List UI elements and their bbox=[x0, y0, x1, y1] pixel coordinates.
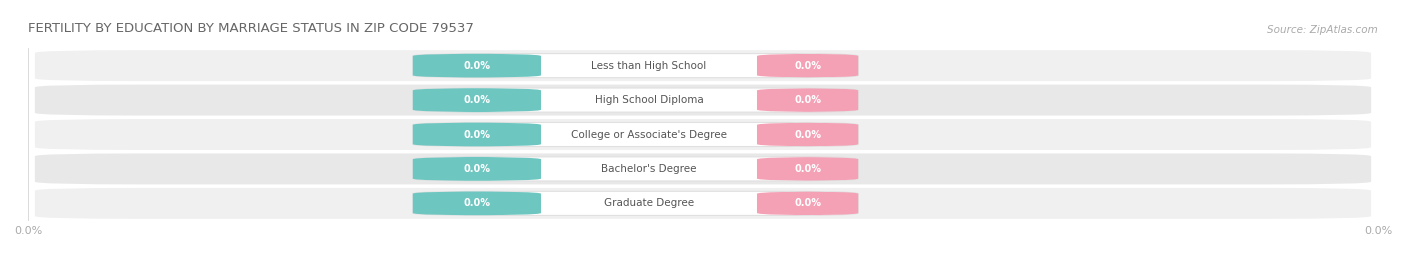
Text: Bachelor's Degree: Bachelor's Degree bbox=[602, 164, 697, 174]
FancyBboxPatch shape bbox=[756, 88, 858, 112]
FancyBboxPatch shape bbox=[413, 157, 541, 181]
FancyBboxPatch shape bbox=[35, 188, 1371, 219]
FancyBboxPatch shape bbox=[413, 122, 541, 147]
Text: 0.0%: 0.0% bbox=[794, 164, 821, 174]
FancyBboxPatch shape bbox=[413, 191, 541, 215]
FancyBboxPatch shape bbox=[756, 54, 858, 78]
FancyBboxPatch shape bbox=[35, 153, 1371, 185]
Text: College or Associate's Degree: College or Associate's Degree bbox=[571, 129, 727, 140]
FancyBboxPatch shape bbox=[413, 191, 858, 215]
Text: 0.0%: 0.0% bbox=[794, 95, 821, 105]
FancyBboxPatch shape bbox=[35, 50, 1371, 81]
Text: 0.0%: 0.0% bbox=[794, 198, 821, 208]
FancyBboxPatch shape bbox=[413, 54, 541, 78]
Text: 0.0%: 0.0% bbox=[464, 129, 491, 140]
FancyBboxPatch shape bbox=[413, 122, 858, 147]
Text: 0.0%: 0.0% bbox=[464, 198, 491, 208]
Text: 0.0%: 0.0% bbox=[794, 61, 821, 71]
Text: Source: ZipAtlas.com: Source: ZipAtlas.com bbox=[1267, 25, 1378, 35]
FancyBboxPatch shape bbox=[756, 191, 858, 215]
FancyBboxPatch shape bbox=[35, 119, 1371, 150]
Text: 0.0%: 0.0% bbox=[464, 164, 491, 174]
FancyBboxPatch shape bbox=[413, 88, 541, 112]
FancyBboxPatch shape bbox=[413, 54, 858, 78]
FancyBboxPatch shape bbox=[756, 122, 858, 147]
Text: 0.0%: 0.0% bbox=[464, 95, 491, 105]
FancyBboxPatch shape bbox=[413, 88, 858, 112]
Text: FERTILITY BY EDUCATION BY MARRIAGE STATUS IN ZIP CODE 79537: FERTILITY BY EDUCATION BY MARRIAGE STATU… bbox=[28, 22, 474, 35]
FancyBboxPatch shape bbox=[35, 84, 1371, 116]
Text: Graduate Degree: Graduate Degree bbox=[605, 198, 695, 208]
FancyBboxPatch shape bbox=[413, 157, 858, 181]
Text: 0.0%: 0.0% bbox=[794, 129, 821, 140]
FancyBboxPatch shape bbox=[756, 157, 858, 181]
Text: High School Diploma: High School Diploma bbox=[595, 95, 703, 105]
Text: Less than High School: Less than High School bbox=[592, 61, 707, 71]
Text: 0.0%: 0.0% bbox=[464, 61, 491, 71]
